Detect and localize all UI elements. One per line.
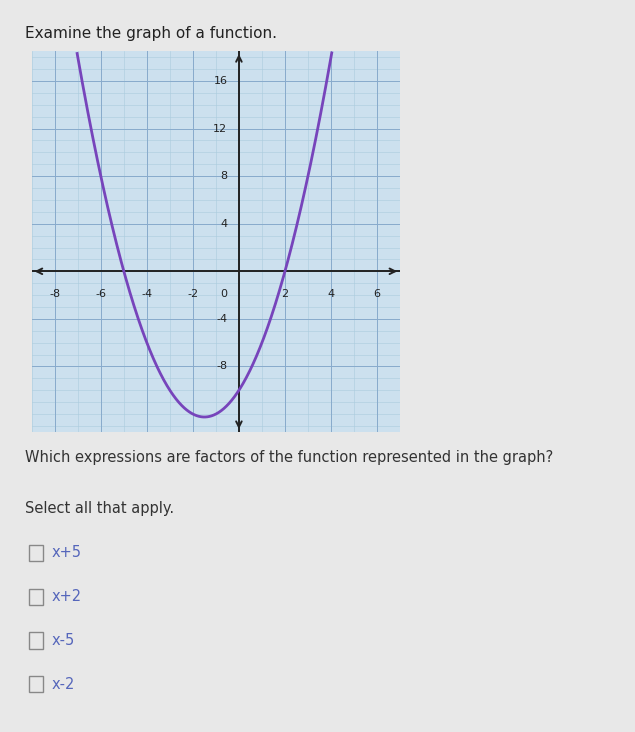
- Text: 16: 16: [213, 76, 227, 86]
- Text: 8: 8: [220, 171, 227, 181]
- Text: -4: -4: [217, 314, 227, 324]
- Text: -4: -4: [141, 289, 152, 299]
- Text: x+5: x+5: [52, 545, 82, 560]
- Text: Examine the graph of a function.: Examine the graph of a function.: [25, 26, 277, 40]
- Text: x-5: x-5: [52, 633, 76, 648]
- Text: -8: -8: [217, 362, 227, 371]
- Text: 12: 12: [213, 124, 227, 133]
- Text: 2: 2: [281, 289, 288, 299]
- Text: Select all that apply.: Select all that apply.: [25, 501, 175, 516]
- Text: -6: -6: [95, 289, 106, 299]
- Text: x-2: x-2: [52, 677, 76, 692]
- Text: 0: 0: [220, 289, 227, 299]
- Text: 4: 4: [220, 219, 227, 228]
- Text: 4: 4: [328, 289, 335, 299]
- Text: Which expressions are factors of the function represented in the graph?: Which expressions are factors of the fun…: [25, 450, 554, 465]
- Text: 6: 6: [373, 289, 380, 299]
- Text: -8: -8: [49, 289, 60, 299]
- Text: x+2: x+2: [52, 589, 82, 604]
- Text: -2: -2: [187, 289, 199, 299]
